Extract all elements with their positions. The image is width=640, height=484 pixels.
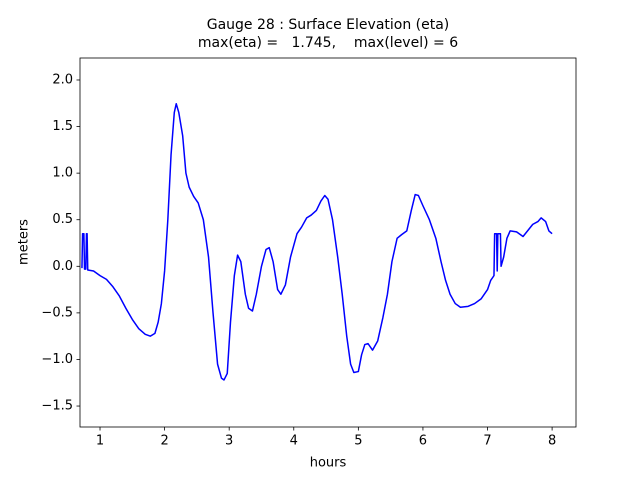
x-tick-label: 7 <box>483 434 491 449</box>
line-series <box>81 102 553 381</box>
y-tick-label: 0.5 <box>52 212 73 227</box>
y-axis-label: meters <box>17 219 32 265</box>
chart-subtitle: max(eta) = 1.745, max(level) = 6 <box>198 35 458 51</box>
y-tick-label: −1.5 <box>41 399 73 414</box>
y-tick-label: 0.0 <box>52 259 73 274</box>
x-axis-label: hours <box>310 456 347 471</box>
y-tick-label: 2.0 <box>52 72 73 87</box>
chart-title: Gauge 28 : Surface Elevation (eta) <box>207 17 450 33</box>
x-tick-label: 2 <box>160 434 168 449</box>
x-tick-label: 8 <box>548 434 556 449</box>
plot-frame <box>79 57 577 428</box>
x-tick-label: 1 <box>96 434 104 449</box>
x-tick-label: 6 <box>419 434 427 449</box>
x-tick-label: 5 <box>354 434 362 449</box>
x-tick-label: 4 <box>290 434 298 449</box>
y-tick-label: 1.0 <box>52 166 73 181</box>
x-tick-label: 3 <box>225 434 233 449</box>
y-tick-label: −0.5 <box>41 305 73 320</box>
y-tick-label: 1.5 <box>52 119 73 134</box>
y-tick-label: −1.0 <box>41 352 73 367</box>
